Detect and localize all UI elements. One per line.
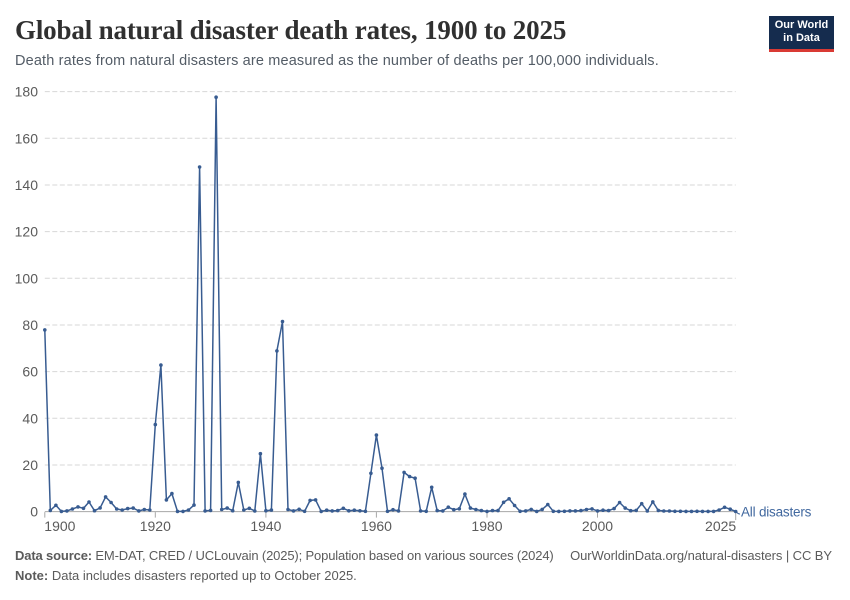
svg-text:60: 60 bbox=[22, 364, 38, 380]
svg-text:40: 40 bbox=[22, 410, 38, 426]
svg-text:160: 160 bbox=[15, 130, 39, 146]
svg-text:20: 20 bbox=[22, 457, 38, 473]
svg-text:All disasters: All disasters bbox=[741, 505, 812, 520]
svg-text:2000: 2000 bbox=[582, 518, 613, 534]
svg-text:180: 180 bbox=[15, 84, 39, 100]
svg-text:1940: 1940 bbox=[250, 518, 281, 534]
svg-text:120: 120 bbox=[15, 224, 39, 240]
svg-text:1900: 1900 bbox=[44, 518, 75, 534]
svg-text:100: 100 bbox=[15, 270, 39, 286]
svg-text:0: 0 bbox=[30, 504, 38, 520]
svg-text:140: 140 bbox=[15, 177, 39, 193]
svg-text:1920: 1920 bbox=[140, 518, 171, 534]
svg-text:1960: 1960 bbox=[361, 518, 392, 534]
svg-text:2025: 2025 bbox=[705, 518, 736, 534]
svg-text:80: 80 bbox=[22, 317, 38, 333]
svg-text:1980: 1980 bbox=[471, 518, 502, 534]
